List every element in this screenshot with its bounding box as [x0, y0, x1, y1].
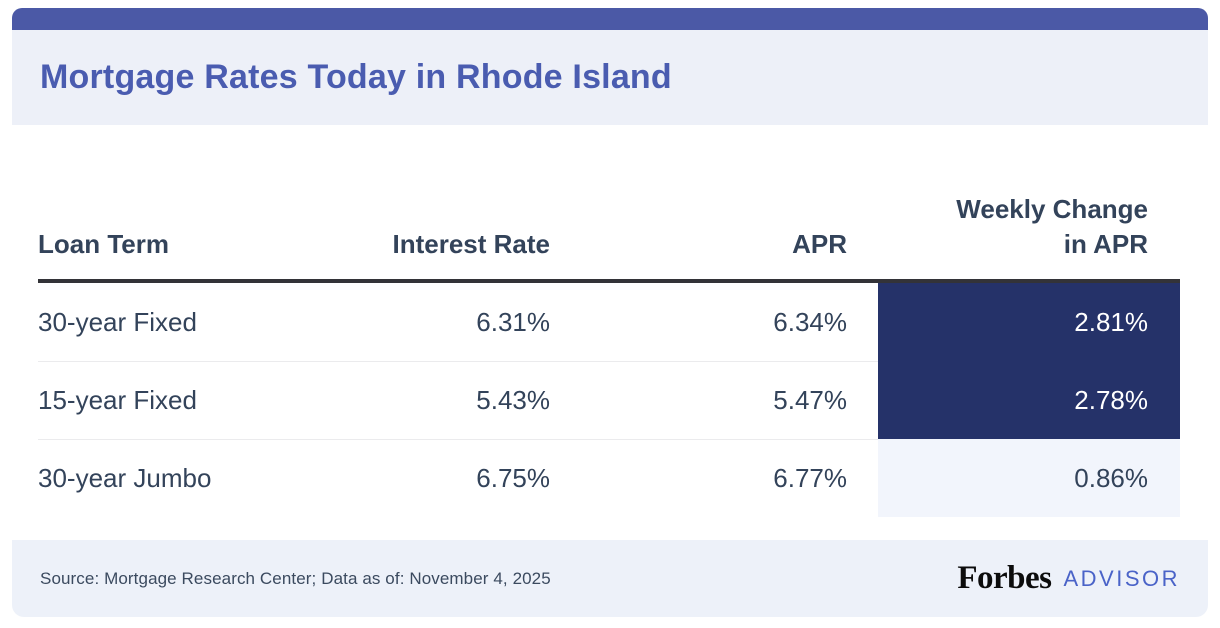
- page-title: Mortgage Rates Today in Rhode Island: [40, 58, 672, 96]
- apr-cell: 5.47%: [581, 361, 878, 439]
- forbes-wordmark: Forbes: [957, 560, 1052, 596]
- title-band: Mortgage Rates Today in Rhode Island: [12, 30, 1208, 125]
- mortgage-rates-table: Loan Term Interest Rate APR Weekly Chang…: [38, 125, 1180, 517]
- column-header-loan-term: Loan Term: [38, 228, 169, 259]
- apr-cell: 6.34%: [773, 306, 847, 337]
- source-attribution: Source: Mortgage Research Center; Data a…: [40, 568, 551, 588]
- weekly-change-cell: 2.78%: [878, 361, 1180, 439]
- loan-term-cell: 30-year Jumbo: [38, 439, 351, 517]
- table-row: 15-year Fixed 5.43% 5.47% 2.78%: [38, 361, 1180, 439]
- column-header-apr: APR: [792, 228, 847, 259]
- table-row: 30-year Fixed 6.31% 6.34% 2.81%: [38, 283, 1180, 361]
- top-accent-bar: [12, 8, 1208, 30]
- loan-term-cell: 30-year Fixed: [38, 306, 197, 337]
- weekly-change-cell: 0.86%: [878, 439, 1180, 517]
- footer: Source: Mortgage Research Center; Data a…: [12, 540, 1208, 617]
- weekly-change-cell: 2.81%: [878, 283, 1180, 361]
- apr-cell: 6.77%: [581, 439, 878, 517]
- interest-rate-cell: 5.43%: [351, 361, 581, 439]
- column-header-interest-rate: Interest Rate: [392, 228, 551, 259]
- interest-rate-cell: 6.75%: [351, 439, 581, 517]
- rates-card: Mortgage Rates Today in Rhode Island Loa…: [12, 8, 1208, 617]
- column-header-weekly-change: Weekly Change in APR: [956, 193, 1148, 259]
- table-area: Loan Term Interest Rate APR Weekly Chang…: [12, 125, 1208, 540]
- table-header-row: Loan Term Interest Rate APR Weekly Chang…: [38, 125, 1180, 283]
- advisor-wordmark: ADVISOR: [1063, 565, 1180, 591]
- forbes-advisor-logo: Forbes ADVISOR: [957, 560, 1180, 597]
- table-row: 30-year Jumbo 6.75% 6.77% 0.86%: [38, 439, 1180, 517]
- loan-term-cell: 15-year Fixed: [38, 361, 351, 439]
- interest-rate-cell: 6.31%: [476, 306, 550, 337]
